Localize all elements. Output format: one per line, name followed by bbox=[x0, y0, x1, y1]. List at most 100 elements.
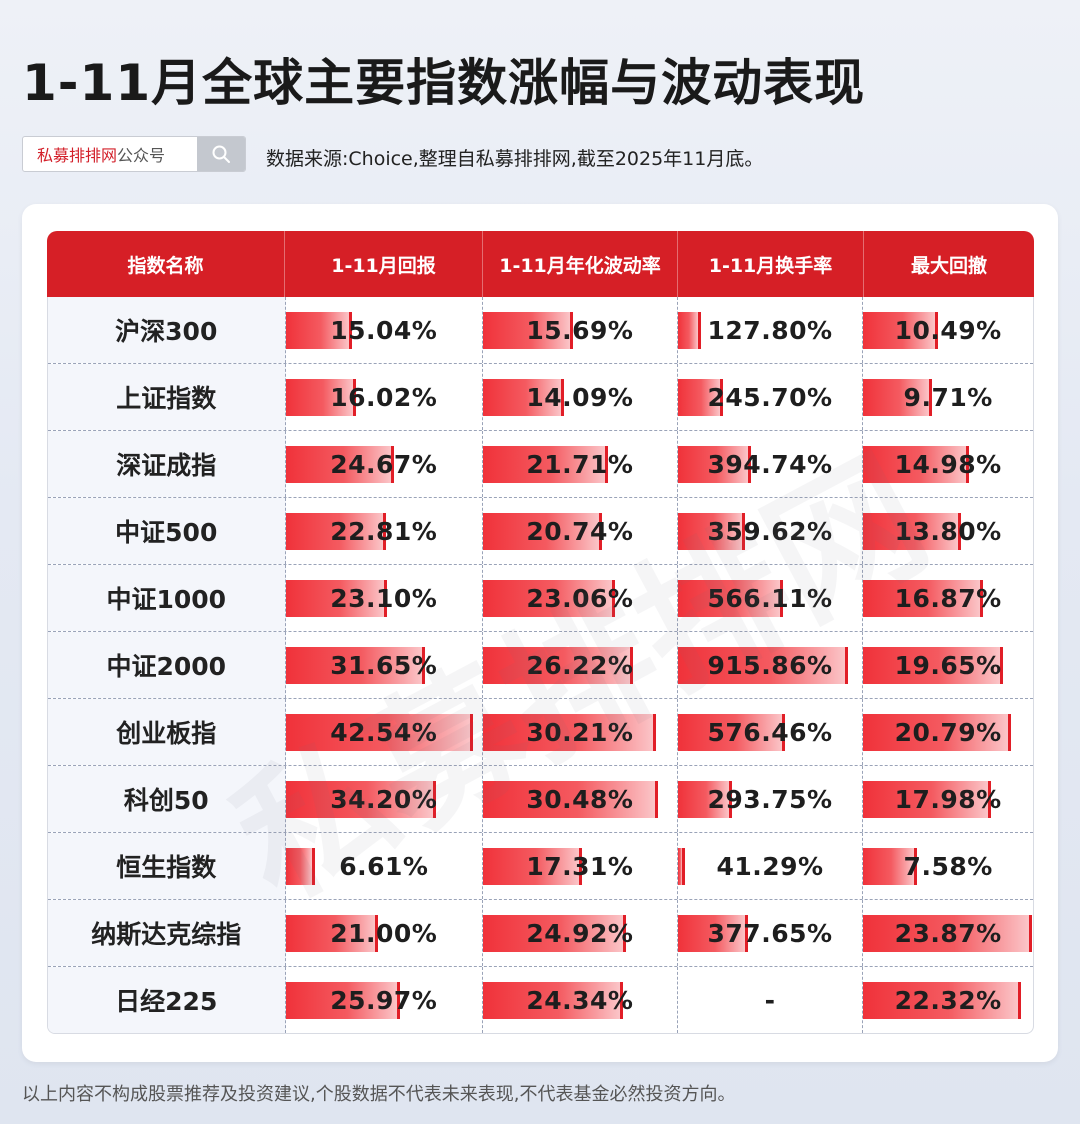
value-bar bbox=[285, 379, 356, 416]
table-header: 指数名称 1-11月回报 1-11月年化波动率 1-11月换手率 最大回撤 bbox=[47, 231, 1034, 297]
value-bar bbox=[863, 580, 983, 617]
value-label: - bbox=[764, 985, 776, 1015]
value-label: 23.10% bbox=[330, 583, 438, 613]
value-cell: 16.02% bbox=[285, 364, 484, 430]
value-bar bbox=[677, 312, 702, 349]
table-row: 沪深300 15.04% 15.69% 127.80% 10.49% bbox=[48, 297, 1033, 364]
value-cell: 16.87% bbox=[863, 565, 1033, 631]
value-label: 15.69% bbox=[526, 315, 634, 345]
value-bar bbox=[863, 513, 962, 550]
value-bar bbox=[677, 647, 849, 684]
value-cell: 127.80% bbox=[677, 297, 864, 363]
value-label: 576.46% bbox=[707, 717, 833, 747]
value-cell: 19.65% bbox=[863, 632, 1033, 698]
value-label: 17.98% bbox=[894, 784, 1002, 814]
value-bar bbox=[677, 379, 724, 416]
value-bar bbox=[483, 580, 616, 617]
search-button[interactable] bbox=[197, 137, 245, 171]
value-bar bbox=[285, 781, 436, 818]
value-cell: 21.71% bbox=[483, 431, 678, 497]
value-cell: 394.74% bbox=[677, 431, 864, 497]
value-cell: 14.09% bbox=[483, 364, 678, 430]
value-label: 359.62% bbox=[707, 516, 833, 546]
value-label: 15.04% bbox=[330, 315, 438, 345]
value-label: 14.98% bbox=[894, 449, 1002, 479]
value-cell: 17.31% bbox=[483, 833, 678, 899]
value-label: 30.48% bbox=[526, 784, 634, 814]
data-source-note: 数据来源:Choice,整理自私募排排网,截至2025年11月底。 bbox=[266, 148, 764, 170]
value-cell: 41.29% bbox=[677, 833, 864, 899]
value-bar bbox=[863, 446, 970, 483]
table-row: 深证成指 24.67% 21.71% 394.74% 14.98% bbox=[48, 431, 1033, 498]
value-label: 23.06% bbox=[526, 583, 634, 613]
value-label: 24.34% bbox=[526, 985, 634, 1015]
search-suffix: 公众号 bbox=[117, 146, 166, 165]
value-bar bbox=[285, 647, 425, 684]
value-label: 34.20% bbox=[330, 784, 438, 814]
value-label: 24.92% bbox=[526, 918, 634, 948]
table-row: 中证1000 23.10% 23.06% 566.11% 16.87% bbox=[48, 565, 1033, 632]
value-label: 17.31% bbox=[526, 851, 634, 881]
value-bar bbox=[483, 982, 623, 1019]
value-cell: 14.98% bbox=[863, 431, 1033, 497]
value-cell: 24.34% bbox=[483, 967, 678, 1033]
value-cell: 377.65% bbox=[677, 900, 864, 966]
value-label: 915.86% bbox=[707, 650, 833, 680]
value-cell: 576.46% bbox=[677, 699, 864, 765]
value-bar bbox=[677, 714, 785, 751]
value-cell: 23.10% bbox=[285, 565, 484, 631]
value-label: 14.09% bbox=[526, 382, 634, 412]
value-label: 13.80% bbox=[894, 516, 1002, 546]
value-bar bbox=[285, 446, 395, 483]
index-name: 恒生指数 bbox=[48, 833, 286, 899]
value-cell: 15.04% bbox=[285, 297, 484, 363]
value-cell: 24.67% bbox=[285, 431, 484, 497]
value-label: 394.74% bbox=[707, 449, 833, 479]
value-label: 566.11% bbox=[707, 583, 833, 613]
value-label: 26.22% bbox=[526, 650, 634, 680]
value-cell: 31.65% bbox=[285, 632, 484, 698]
value-cell: 22.81% bbox=[285, 498, 484, 564]
page-title: 1-11月全球主要指数涨幅与波动表现 bbox=[22, 54, 866, 112]
index-name: 纳斯达克综指 bbox=[48, 900, 286, 966]
value-label: 22.81% bbox=[330, 516, 438, 546]
value-cell: 22.32% bbox=[863, 967, 1033, 1033]
value-bar bbox=[677, 513, 745, 550]
value-label: 16.87% bbox=[894, 583, 1002, 613]
column-header: 指数名称 bbox=[47, 231, 285, 297]
table-row: 创业板指 42.54% 30.21% 576.46% 20.79% bbox=[48, 699, 1033, 766]
value-label: 16.02% bbox=[330, 382, 438, 412]
value-bar bbox=[483, 312, 574, 349]
table-row: 纳斯达克综指 21.00% 24.92% 377.65% 23.87% bbox=[48, 900, 1033, 967]
value-cell: 9.71% bbox=[863, 364, 1033, 430]
value-cell: 25.97% bbox=[285, 967, 484, 1033]
value-label: 9.71% bbox=[903, 382, 993, 412]
value-label: 22.32% bbox=[894, 985, 1002, 1015]
value-cell: 24.92% bbox=[483, 900, 678, 966]
value-bar bbox=[483, 513, 603, 550]
index-name: 上证指数 bbox=[48, 364, 286, 430]
value-label: 6.61% bbox=[339, 851, 429, 881]
value-label: 25.97% bbox=[330, 985, 438, 1015]
value-bar bbox=[863, 781, 991, 818]
search-brand: 私募排排网 bbox=[37, 146, 118, 165]
value-cell: 359.62% bbox=[677, 498, 864, 564]
search-text[interactable]: 私募排排网公众号 bbox=[23, 142, 197, 166]
value-cell: 20.79% bbox=[863, 699, 1033, 765]
value-bar bbox=[863, 312, 938, 349]
value-cell: 13.80% bbox=[863, 498, 1033, 564]
value-cell: 245.70% bbox=[677, 364, 864, 430]
index-name: 中证2000 bbox=[48, 632, 286, 698]
value-cell: 26.22% bbox=[483, 632, 678, 698]
value-label: 30.21% bbox=[526, 717, 634, 747]
value-bar bbox=[483, 446, 608, 483]
index-name: 日经225 bbox=[48, 967, 286, 1033]
value-cell: 23.06% bbox=[483, 565, 678, 631]
value-bar bbox=[863, 982, 1022, 1019]
value-label: 10.49% bbox=[894, 315, 1002, 345]
value-label: 20.79% bbox=[894, 717, 1002, 747]
value-label: 21.71% bbox=[526, 449, 634, 479]
value-label: 293.75% bbox=[707, 784, 833, 814]
search-box[interactable]: 私募排排网公众号 bbox=[22, 136, 246, 172]
value-bar bbox=[677, 848, 686, 885]
